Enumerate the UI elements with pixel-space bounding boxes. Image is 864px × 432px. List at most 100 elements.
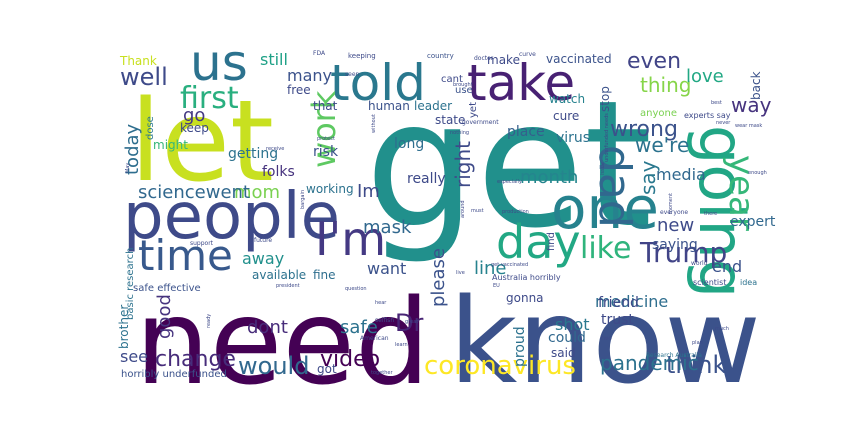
word-receive: receive xyxy=(266,146,284,152)
word-that: that xyxy=(313,99,338,113)
word-year: year xyxy=(721,155,761,231)
word-anyone: anyone xyxy=(640,108,677,119)
word-wear-mask: wear mask xyxy=(735,123,762,129)
word-country: country xyxy=(427,52,454,60)
word-let: let xyxy=(130,77,274,207)
word-stop: stop xyxy=(598,86,612,112)
word-fine: fine xyxy=(313,268,336,282)
word-end: end xyxy=(712,257,742,276)
word-learn: learn xyxy=(395,342,408,348)
word-right: right xyxy=(451,141,475,188)
word-said: said xyxy=(551,346,576,360)
word-proud: proud xyxy=(512,326,528,367)
word-thing: thing xyxy=(640,73,691,97)
word-future: future xyxy=(254,237,272,244)
word-folks: folks xyxy=(262,164,295,180)
word-mom: mom xyxy=(234,182,280,203)
word-back: back xyxy=(749,71,763,100)
word-best: best xyxy=(711,100,722,106)
word-plan: plan xyxy=(692,340,703,346)
word-friend: friend xyxy=(598,295,639,311)
word-need: need xyxy=(135,273,430,411)
word-got: got xyxy=(317,362,337,376)
word-one: one xyxy=(551,174,659,242)
word-media: media xyxy=(656,165,706,184)
word-working: working xyxy=(306,182,354,196)
word-change: change xyxy=(155,347,236,372)
word-president: president xyxy=(276,283,300,289)
word-long: long xyxy=(394,136,424,152)
word-want: want xyxy=(367,259,406,278)
word-mask: mask xyxy=(363,217,412,238)
word-pandemic: pandemic xyxy=(600,351,699,375)
word-moment: moment xyxy=(668,193,674,214)
word-cure: cure xyxy=(553,109,579,123)
word-place: place xyxy=(507,124,545,140)
word-human: human xyxy=(368,99,410,113)
word-medicine: medicine xyxy=(595,292,668,311)
word-hear: hear xyxy=(375,300,387,306)
word-away: away xyxy=(242,249,284,268)
word-going: going xyxy=(685,125,758,298)
word-free: free xyxy=(287,83,311,97)
word-brought: brought xyxy=(453,82,473,88)
word-seen: seen xyxy=(345,71,360,78)
word-yet: yet xyxy=(468,102,479,118)
word-dad: dad xyxy=(589,145,640,228)
word-sciencewent: sciencewent xyxy=(138,182,250,203)
word-selfish: selfish xyxy=(375,317,394,324)
word-without: without xyxy=(371,114,377,133)
word-day: day xyxy=(496,215,581,269)
word-gonna: gonna xyxy=(506,291,544,305)
word-way: way xyxy=(731,93,772,117)
word-experts-say: experts say xyxy=(684,111,731,120)
word-safe-effective: safe effective xyxy=(133,283,201,294)
word-protect: protect xyxy=(317,136,335,142)
word-question: question xyxy=(345,286,367,292)
word-cant: cant xyxy=(441,74,463,85)
word-idea: idea xyxy=(740,278,757,287)
word-australia-horribly: Australia horribly xyxy=(492,273,561,282)
word-could: could xyxy=(548,330,586,346)
word-government: government xyxy=(462,119,499,126)
word-told: told xyxy=(330,54,426,112)
word-issue: issue xyxy=(600,162,606,175)
word-fda: FDA xyxy=(313,50,326,57)
word-time: time xyxy=(138,231,233,280)
word-great: great xyxy=(405,319,418,325)
word-dr: Dr xyxy=(395,309,423,337)
word-production: production xyxy=(502,209,529,215)
word-i-m: I'm xyxy=(315,212,386,266)
word-virus: virus xyxy=(556,130,590,146)
word-see: see xyxy=(120,347,148,366)
word-live: live xyxy=(456,270,465,276)
word-ready: ready xyxy=(206,314,212,328)
word-go: go xyxy=(183,105,205,126)
word-get-vaccinated: get vaccinated xyxy=(491,262,528,268)
word-expert: expert xyxy=(730,214,776,230)
word-new: new xyxy=(657,215,694,236)
word-line: line xyxy=(474,258,506,279)
word-today: today xyxy=(122,123,143,175)
word-research-australia: Research Australia xyxy=(646,352,702,359)
word-underfunded-needs: underfunded needs xyxy=(604,113,610,162)
word-basic-research: basic research xyxy=(125,248,136,320)
word-scientist: scientist xyxy=(693,278,726,287)
word-us: us xyxy=(190,34,248,92)
word-might: might xyxy=(153,138,188,152)
word-love: love xyxy=(686,66,724,87)
word-trust: trust xyxy=(601,312,634,328)
word-safe: safe xyxy=(340,317,378,338)
word-vaccinated: vaccinated xyxy=(546,52,612,66)
word-nothing: nothing xyxy=(450,130,469,136)
word-wrong: wrong xyxy=(610,117,678,142)
word-people: people xyxy=(123,180,340,254)
word-month: month xyxy=(520,167,578,188)
word-thank: Thank xyxy=(119,54,157,68)
word-getting: getting xyxy=(228,146,278,162)
word-never: never xyxy=(716,120,731,126)
word-must: must xyxy=(471,208,484,214)
word-enough: enough xyxy=(748,170,767,176)
word-know: know xyxy=(449,272,761,410)
word-like: like xyxy=(580,231,631,266)
